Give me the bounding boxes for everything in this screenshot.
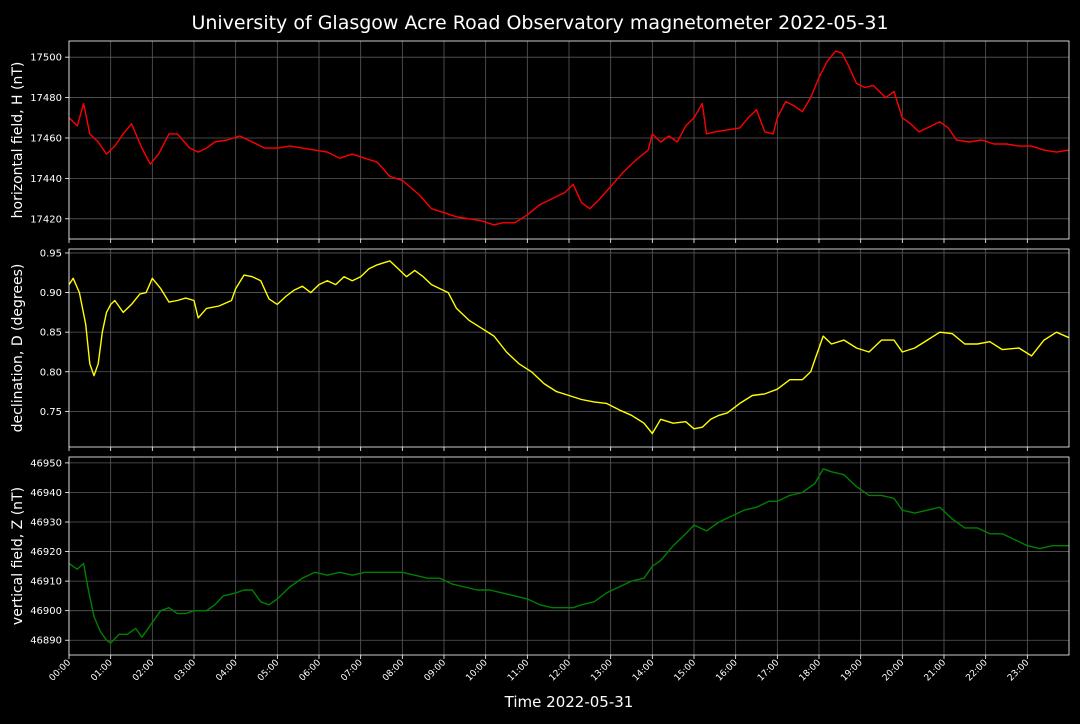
x-axis-label: Time 2022-05-31 (504, 693, 634, 711)
declination-y-tick-label: 0.95 (40, 248, 62, 259)
z-field-y-tick-label: 46910 (30, 577, 62, 588)
z-field-y-tick-label: 46940 (30, 488, 62, 499)
declination-y-tick-label: 0.90 (40, 288, 62, 299)
h-field-y-axis-label: horizontal field, H (nT) (10, 62, 26, 219)
h-field-axes-frame (68, 40, 1070, 240)
z-field-y-tick-label: 46930 (30, 518, 62, 529)
chart-title: University of Glasgow Acre Road Observat… (191, 12, 888, 34)
z-field-y-tick-label: 46890 (30, 636, 62, 647)
h-field-y-tick-label: 17420 (30, 214, 62, 225)
h-field-y-tick-label: 17440 (30, 174, 62, 185)
declination-series-line (68, 260, 1070, 435)
declination-axes-frame (68, 248, 1070, 448)
h-field-y-tick-label: 17480 (30, 93, 62, 104)
h-field-y-tick-label: 17500 (30, 53, 62, 64)
declination-y-tick-label: 0.85 (40, 328, 62, 339)
declination-y-axis-label: declination, D (degrees) (10, 264, 26, 433)
h-field-y-tick-label: 17460 (30, 133, 62, 144)
h-field-series-line (68, 50, 1070, 226)
declination-y-tick-label: 0.75 (40, 407, 62, 418)
declination-y-tick-label: 0.80 (40, 367, 62, 378)
z-field-axes-frame (68, 456, 1070, 656)
z-field-series-line (68, 468, 1069, 644)
z-field-y-tick-label: 46920 (30, 547, 62, 558)
z-field-y-tick-label: 46950 (30, 458, 62, 469)
z-field-y-tick-label: 46900 (30, 606, 62, 617)
z-field-y-axis-label: vertical field, Z (nT) (10, 487, 26, 625)
declination-panel: 0.75 0.80 0.85 0.90 0.95 declination, D (degr… (10, 248, 1070, 451)
h-field-panel: 17420 17440 17460 17480 17500 horizontal fiel… (10, 40, 1070, 243)
